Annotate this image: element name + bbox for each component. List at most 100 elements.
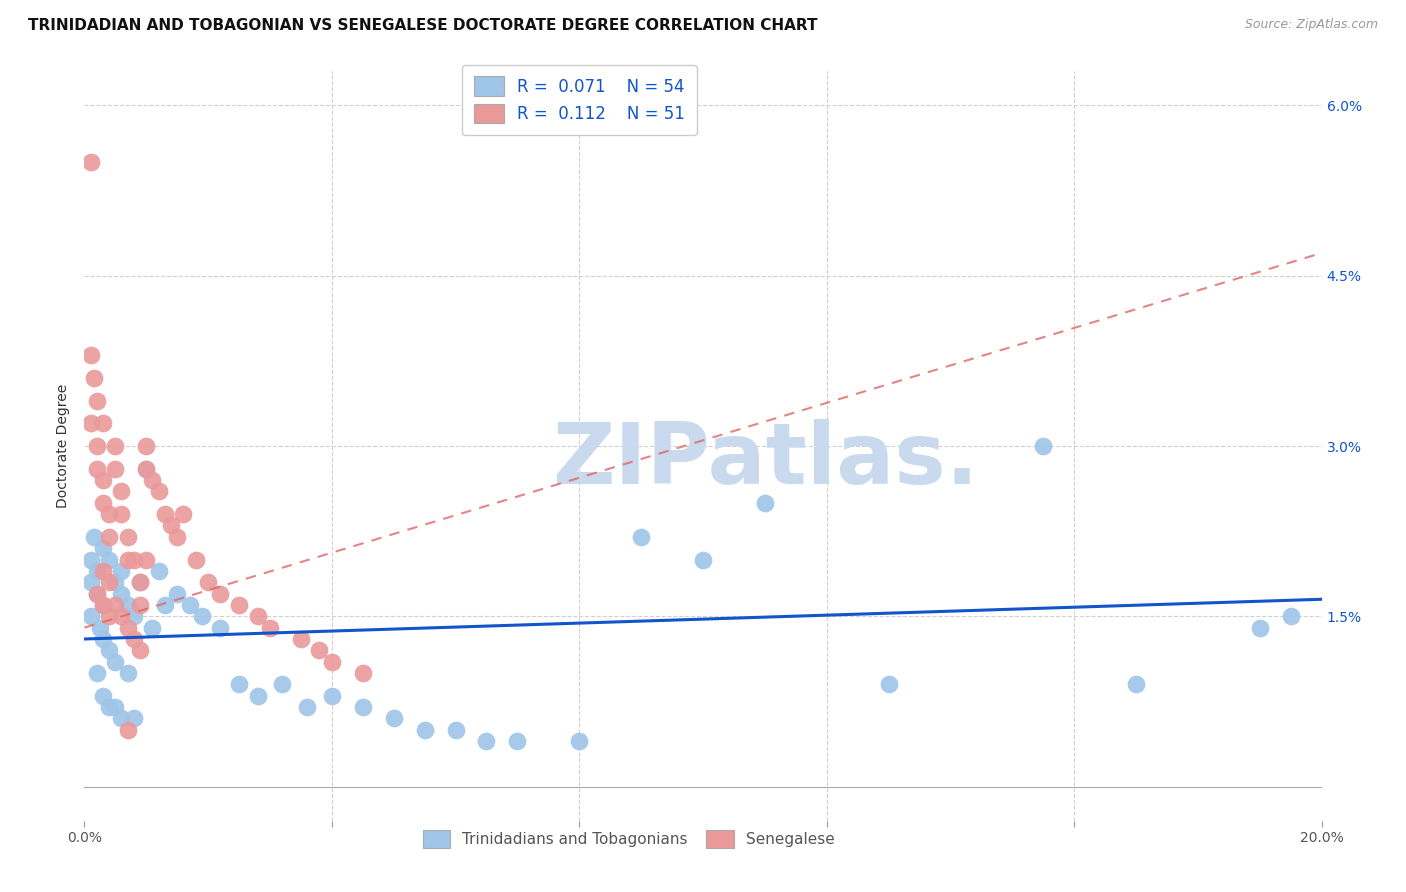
Legend: Trinidadians and Tobagonians, Senegalese: Trinidadians and Tobagonians, Senegalese [416, 824, 841, 855]
Point [209, 586, 232, 600]
Point [79, 575, 101, 590]
Text: ZIPatlas.: ZIPatlas. [551, 419, 979, 502]
Point [117, 666, 139, 681]
Point [98, 530, 121, 544]
Point [135, 461, 157, 475]
Point [110, 564, 132, 578]
Point [98, 643, 121, 657]
Point [148, 484, 170, 499]
Point [91, 541, 114, 556]
Point [91, 598, 114, 612]
Point [259, 621, 281, 635]
Point [321, 689, 343, 703]
Point [110, 484, 132, 499]
Point [91, 689, 114, 703]
Point [135, 461, 157, 475]
Point [141, 473, 163, 487]
Point [141, 621, 163, 635]
Point [129, 643, 152, 657]
Text: Source: ZipAtlas.com: Source: ZipAtlas.com [1244, 18, 1378, 31]
Point [568, 734, 591, 748]
Point [413, 723, 436, 737]
Point [148, 564, 170, 578]
Point [91, 564, 114, 578]
Point [122, 552, 145, 566]
Point [122, 711, 145, 725]
Point [117, 530, 139, 544]
Point [290, 632, 312, 646]
Point [86, 393, 108, 408]
Point [104, 439, 127, 453]
Text: TRINIDADIAN AND TOBAGONIAN VS SENEGALESE DOCTORATE DEGREE CORRELATION CHART: TRINIDADIAN AND TOBAGONIAN VS SENEGALESE… [28, 18, 818, 33]
Point [754, 496, 776, 510]
Point [104, 461, 127, 475]
Point [89, 621, 111, 635]
Y-axis label: Doctorate Degree: Doctorate Degree [56, 384, 70, 508]
Point [104, 575, 127, 590]
Point [117, 598, 139, 612]
Point [246, 689, 269, 703]
Point [692, 552, 714, 566]
Point [153, 507, 176, 521]
Point [117, 621, 139, 635]
Point [122, 632, 145, 646]
Point [129, 575, 152, 590]
Point [506, 734, 529, 748]
Point [153, 598, 176, 612]
Point [79, 348, 101, 362]
Point [209, 621, 232, 635]
Point [382, 711, 405, 725]
Point [110, 507, 132, 521]
Point [246, 609, 269, 624]
Point [86, 461, 108, 475]
Point [135, 552, 157, 566]
Point [308, 643, 330, 657]
Point [135, 439, 157, 453]
Point [184, 552, 207, 566]
Point [86, 666, 108, 681]
Point [321, 655, 343, 669]
Point [1125, 677, 1147, 691]
Point [352, 666, 374, 681]
Point [117, 552, 139, 566]
Point [1032, 439, 1054, 453]
Point [104, 655, 127, 669]
Point [91, 417, 114, 431]
Point [197, 575, 219, 590]
Point [86, 586, 108, 600]
Point [91, 473, 114, 487]
Point [79, 609, 101, 624]
Point [104, 598, 127, 612]
Point [110, 711, 132, 725]
Point [630, 530, 652, 544]
Point [110, 586, 132, 600]
Point [228, 598, 250, 612]
Point [475, 734, 498, 748]
Point [444, 723, 467, 737]
Point [172, 507, 194, 521]
Point [104, 700, 127, 714]
Point [129, 598, 152, 612]
Point [117, 723, 139, 737]
Point [191, 609, 214, 624]
Point [98, 507, 121, 521]
Point [129, 575, 152, 590]
Point [166, 530, 188, 544]
Point [122, 609, 145, 624]
Point [228, 677, 250, 691]
Point [179, 598, 201, 612]
Point [98, 575, 121, 590]
Point [83, 371, 105, 385]
Point [86, 439, 108, 453]
Point [877, 677, 900, 691]
Point [91, 632, 114, 646]
Point [352, 700, 374, 714]
Point [1279, 609, 1302, 624]
Point [86, 586, 108, 600]
Point [91, 496, 114, 510]
Point [166, 586, 188, 600]
Point [98, 552, 121, 566]
Point [86, 564, 108, 578]
Point [83, 530, 105, 544]
Point [1249, 621, 1271, 635]
